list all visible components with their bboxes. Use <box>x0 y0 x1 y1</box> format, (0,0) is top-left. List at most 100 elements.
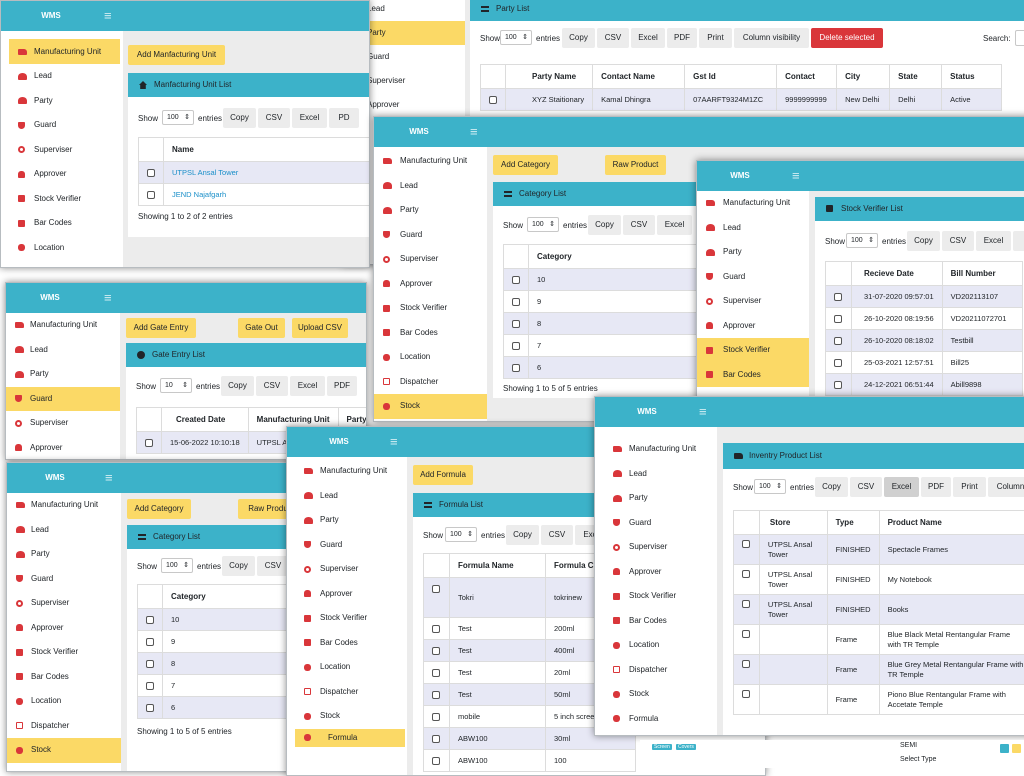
csv-button[interactable]: CSV <box>258 108 290 128</box>
table-row[interactable]: 7 <box>504 335 703 357</box>
row-checkbox-cell[interactable] <box>424 662 450 684</box>
add-category-button[interactable]: Add Category <box>493 155 558 175</box>
copy-button[interactable]: Copy <box>815 477 848 497</box>
row-checkbox-cell[interactable] <box>826 286 852 308</box>
row-checkbox-cell[interactable] <box>734 625 760 655</box>
print-button[interactable]: Print <box>953 477 986 497</box>
row-checkbox[interactable] <box>146 660 154 668</box>
row-checkbox-cell[interactable] <box>734 565 760 595</box>
row-checkbox-cell[interactable] <box>734 595 760 625</box>
table-row[interactable]: JEND Najafgarh <box>139 184 370 206</box>
sidebar-item-stock-verifier[interactable]: Stock Verifier <box>595 584 717 609</box>
sidebar-item-stock-verifier[interactable]: Stock Verifier <box>697 338 809 363</box>
row-checkbox[interactable] <box>432 585 440 593</box>
table-row[interactable]: 9 <box>504 291 703 313</box>
pdf-button[interactable]: PDF <box>327 376 357 396</box>
copy-button[interactable]: Copy <box>588 215 621 235</box>
menu-toggle-icon[interactable]: ≡ <box>792 161 800 191</box>
sidebar-item-manufacturing-unit[interactable]: Manufacturing Unit <box>9 39 120 64</box>
row-checkbox[interactable] <box>432 625 440 633</box>
pdf-button[interactable]: PD <box>329 108 359 128</box>
sidebar-item-guard[interactable]: Guard <box>7 567 121 592</box>
sidebar-item-approver[interactable]: Approver <box>9 162 123 187</box>
add-formula-button[interactable]: Add Formula <box>413 465 473 485</box>
delete-selected-button[interactable]: Delete selected <box>811 28 883 48</box>
column-header[interactable]: Gst Id <box>685 65 777 89</box>
column-header[interactable]: Contact Name <box>593 65 685 89</box>
unit-link[interactable]: JEND Najafgarh <box>164 184 370 206</box>
sidebar-item-guard[interactable]: Guard <box>6 387 120 412</box>
menu-toggle-icon[interactable]: ≡ <box>699 397 707 427</box>
sidebar-item-party[interactable]: Party <box>287 508 407 533</box>
row-checkbox-cell[interactable] <box>139 162 164 184</box>
row-checkbox-cell[interactable] <box>734 685 760 715</box>
row-checkbox-cell[interactable] <box>504 335 529 357</box>
row-checkbox[interactable] <box>146 704 154 712</box>
row-checkbox[interactable] <box>432 669 440 677</box>
column-visibility-button[interactable]: Column visibility <box>734 28 809 48</box>
sidebar-item-party[interactable]: Party <box>374 198 487 223</box>
row-checkbox[interactable] <box>432 647 440 655</box>
sidebar-item-approver[interactable]: Approver <box>7 616 121 641</box>
excel-button[interactable]: Excel <box>631 28 665 48</box>
sidebar-item-dispatcher[interactable]: Dispatcher <box>374 370 487 395</box>
sidebar-item-manufacturing-unit[interactable]: Manufacturing Unit <box>7 493 121 518</box>
row-checkbox[interactable] <box>512 276 520 284</box>
column-header[interactable]: City <box>837 65 890 89</box>
sidebar-item-party[interactable]: Party <box>6 362 120 387</box>
sidebar-item-superviser[interactable]: Superviser <box>595 535 717 560</box>
sidebar-item-party[interactable]: Party <box>595 486 717 511</box>
add-gate-entry-button[interactable]: Add Gate Entry <box>126 318 196 338</box>
sidebar-item-bar-codes[interactable]: Bar Codes <box>287 631 407 656</box>
sidebar-item-stock-verifier[interactable]: Stock Verifier <box>7 640 121 665</box>
sidebar-item-bar-codes[interactable]: Bar Codes <box>697 363 809 388</box>
row-checkbox-cell[interactable] <box>138 675 163 697</box>
add-category-button[interactable]: Add Category <box>127 499 191 519</box>
row-checkbox-cell[interactable] <box>424 750 450 772</box>
excel-button[interactable]: Excel <box>657 215 692 235</box>
page-length-select[interactable]: 100 <box>500 30 532 45</box>
sidebar-item-approver[interactable]: Approver <box>697 314 809 339</box>
sidebar-item-approver[interactable]: Approver <box>374 272 487 297</box>
row-checkbox-cell[interactable] <box>481 89 506 111</box>
sidebar-item-stock-verifier[interactable]: Stock Verifier <box>9 187 123 212</box>
sidebar-item-dispatcher[interactable]: Dispatcher <box>595 658 717 683</box>
row-checkbox-cell[interactable] <box>504 291 529 313</box>
csv-button[interactable]: CSV <box>597 28 629 48</box>
sidebar-item-stock[interactable]: Stock <box>7 738 121 763</box>
sidebar-item-stock[interactable]: Stock <box>595 682 717 707</box>
sidebar-item-location[interactable]: Location <box>7 689 121 714</box>
table-row[interactable]: 6 <box>504 357 703 379</box>
row-checkbox-cell[interactable] <box>826 330 852 352</box>
menu-toggle-icon[interactable]: ≡ <box>104 283 112 313</box>
table-row[interactable]: 10 <box>504 269 703 291</box>
row-checkbox[interactable] <box>742 540 750 548</box>
csv-button[interactable]: CSV <box>541 525 573 545</box>
excel-button[interactable]: Excel <box>976 231 1011 251</box>
row-checkbox[interactable] <box>742 660 750 668</box>
column-header[interactable]: Bill Number <box>942 262 1022 286</box>
menu-toggle-icon[interactable]: ≡ <box>105 463 113 493</box>
sidebar-item-manufacturing-unit[interactable]: Manufacturing Unit <box>6 313 120 338</box>
page-length-select[interactable]: 100 <box>846 233 878 248</box>
column-header[interactable]: Store <box>759 511 827 535</box>
table-row[interactable]: XYZ Staitionary Kamal Dhingra 07AARFT932… <box>481 89 1002 111</box>
sidebar-item-lead[interactable]: Lead <box>374 174 487 199</box>
search-input[interactable] <box>1015 30 1024 46</box>
row-checkbox-cell[interactable] <box>138 653 163 675</box>
row-checkbox[interactable] <box>432 691 440 699</box>
sidebar-item-superviser[interactable]: Superviser <box>374 247 487 272</box>
sidebar-item-dispatcher[interactable]: Dispatcher <box>7 714 121 739</box>
row-checkbox[interactable] <box>512 364 520 372</box>
sidebar-item-guard[interactable]: Guard <box>374 223 487 248</box>
page-length-select[interactable]: 10 <box>160 378 192 393</box>
sidebar-item-lead[interactable]: Lead <box>287 484 407 509</box>
sidebar-item-bar-codes[interactable]: Bar Codes <box>9 211 123 236</box>
column-header[interactable]: Status <box>942 65 1002 89</box>
sidebar-item-lead[interactable]: Lead <box>595 462 717 487</box>
sidebar-item-formula[interactable]: Formula <box>295 729 405 747</box>
csv-button[interactable]: CSV <box>850 477 882 497</box>
unit-link[interactable]: UTPSL Ansal Tower <box>164 162 370 184</box>
